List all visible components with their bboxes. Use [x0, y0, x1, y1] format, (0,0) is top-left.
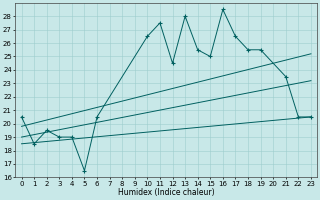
X-axis label: Humidex (Indice chaleur): Humidex (Indice chaleur) [118, 188, 214, 197]
